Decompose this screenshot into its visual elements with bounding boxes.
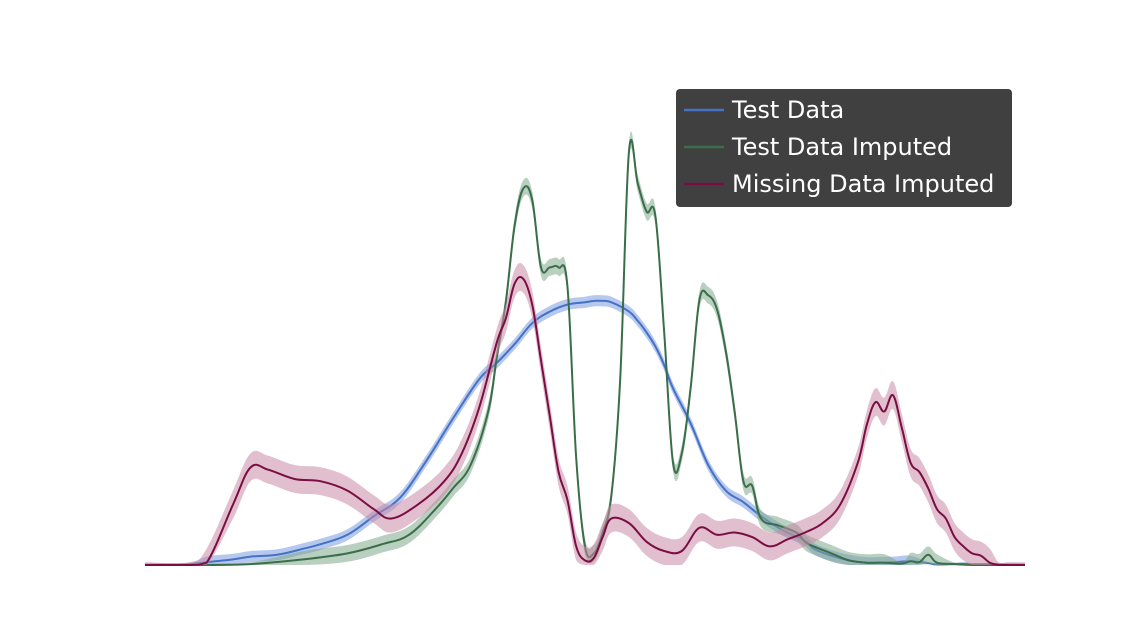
legend-label-missing-data-imputed: Missing Data Imputed xyxy=(732,170,994,198)
legend-background xyxy=(676,89,1012,207)
legend-label-test-data-imputed: Test Data Imputed xyxy=(731,133,952,161)
series-line-test-data-imputed xyxy=(144,139,1025,567)
plot-area xyxy=(144,131,1026,567)
legend-label-test-data: Test Data xyxy=(731,96,844,124)
series-line-test-data xyxy=(144,299,1026,566)
legend: Test Data Test Data Imputed Missing Data… xyxy=(676,89,1012,207)
series-line-missing-data-imputed xyxy=(144,276,1025,567)
confidence-band-missing-data-imputed xyxy=(145,263,1025,565)
confidence-band-test-data xyxy=(145,295,1025,565)
